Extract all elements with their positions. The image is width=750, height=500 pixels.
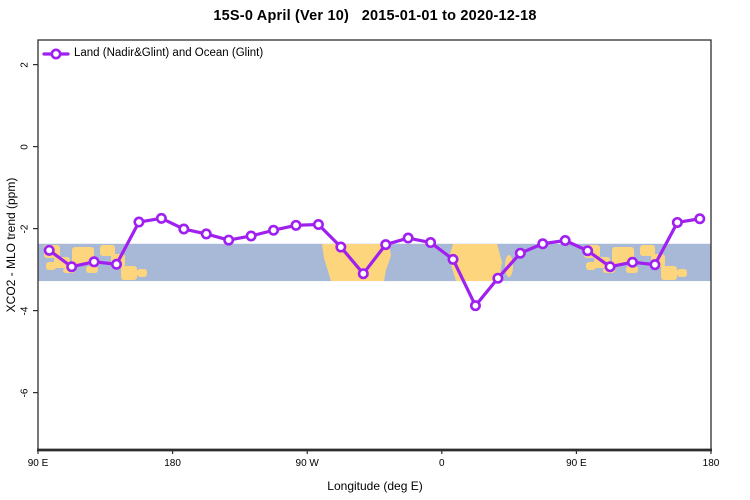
land-patch-south-america xyxy=(322,244,391,281)
land-patch-island xyxy=(677,269,687,277)
data-point-marker xyxy=(223,234,235,246)
data-point-marker xyxy=(425,237,437,249)
data-point-marker xyxy=(694,213,706,225)
data-point-marker xyxy=(649,259,661,271)
data-point-marker xyxy=(492,272,504,284)
land-patch-island xyxy=(586,262,596,270)
land-patch-island xyxy=(72,247,94,265)
data-point-marker xyxy=(604,261,616,273)
legend-marker-sample xyxy=(50,48,62,60)
data-point-marker xyxy=(88,256,100,268)
land-patch-island xyxy=(86,266,98,273)
x-tick-label: 90 W xyxy=(295,458,319,469)
x-tick-label: 90 E xyxy=(27,458,49,469)
land-patch-island xyxy=(640,245,655,256)
chart-title: 15S-0 April (Ver 10) 2015-01-01 to 2020-… xyxy=(213,8,537,24)
land-patch-island xyxy=(100,245,115,256)
land-patch-island xyxy=(137,269,147,277)
land-patch-island xyxy=(121,266,137,280)
data-point-marker xyxy=(312,219,324,231)
y-tick-label: -6 xyxy=(19,388,31,398)
data-point-marker xyxy=(537,238,549,250)
data-point-marker xyxy=(671,216,683,228)
y-axis-title: XCO2 - MLO trend (ppm) xyxy=(4,177,18,313)
y-tick-label: -4 xyxy=(19,306,31,316)
x-tick-label: 90 E xyxy=(566,458,587,469)
data-point-marker xyxy=(514,247,526,259)
y-tick-label: -2 xyxy=(19,224,31,234)
data-point-marker xyxy=(200,228,212,240)
data-point-marker xyxy=(111,258,123,270)
data-point-marker xyxy=(469,300,481,312)
y-tick-label: 0 xyxy=(19,143,31,150)
data-point-marker xyxy=(582,245,594,257)
x-axis-title: Longitude (deg E) xyxy=(327,479,423,493)
legend-label: Land (Nadir&Glint) and Ocean (Glint) xyxy=(74,47,264,59)
data-point-marker xyxy=(626,256,638,268)
data-point-marker xyxy=(268,224,280,236)
land-patch-island xyxy=(661,266,677,280)
data-point-marker xyxy=(290,219,302,231)
data-point-marker xyxy=(402,232,414,244)
data-point-marker xyxy=(357,268,369,280)
data-point-marker xyxy=(380,239,392,251)
land-patch-island xyxy=(46,262,56,270)
map-band-land xyxy=(44,244,687,281)
y-tick-label: 2 xyxy=(19,61,31,68)
data-point-marker xyxy=(178,223,190,235)
land-patch-island xyxy=(54,257,70,268)
land-patch-island xyxy=(626,266,638,273)
data-point-marker xyxy=(245,230,257,242)
data-point-marker xyxy=(559,234,571,246)
land-patch-africa xyxy=(449,244,502,281)
x-tick-label: 180 xyxy=(702,458,720,469)
data-point-marker xyxy=(447,253,459,265)
x-tick-label: 180 xyxy=(164,458,181,469)
x-tick-label: 0 xyxy=(439,458,445,469)
data-point-marker xyxy=(66,261,78,273)
data-point-marker xyxy=(133,216,145,228)
data-point-marker xyxy=(335,241,347,253)
data-point-marker xyxy=(43,244,55,256)
data-point-marker xyxy=(155,212,167,224)
